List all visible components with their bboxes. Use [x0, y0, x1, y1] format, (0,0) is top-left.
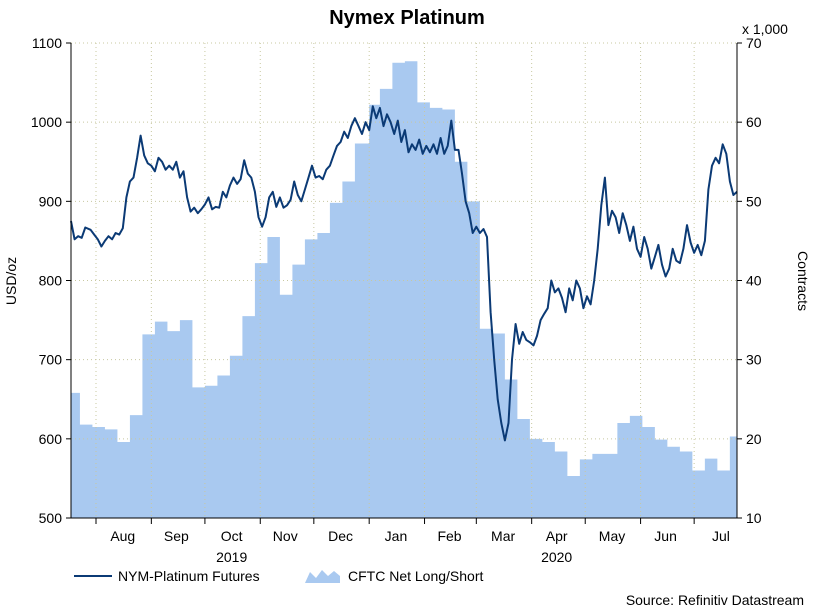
x-month-label: Feb [437, 528, 461, 544]
y-right-tick-label: 10 [746, 510, 762, 526]
cftc-net-area [71, 61, 737, 518]
y-left-tick-label: 800 [39, 273, 63, 289]
legend-label-platinum: NYM-Platinum Futures [118, 568, 260, 584]
y-right-tick-label: 70 [746, 35, 762, 51]
x-month-label: Jun [654, 528, 677, 544]
x-month-label: Sep [164, 528, 189, 544]
cftc-area-layer [71, 61, 737, 518]
x-month-label: Apr [546, 528, 568, 544]
x-year-label: 2020 [541, 549, 572, 565]
x-month-label: Oct [221, 528, 243, 544]
x-month-label: Jul [712, 528, 730, 544]
grid-lines [71, 42, 737, 518]
platinum-line-layer [70, 105, 738, 442]
x-month-label: Jan [385, 528, 408, 544]
chart-title: Nymex Platinum [329, 7, 485, 29]
y-axis-right-label: Contracts [795, 251, 811, 311]
y-left-tick-label: 900 [39, 193, 63, 209]
y-left-tick-label: 700 [39, 352, 63, 368]
y-right-tick-label: 20 [746, 431, 762, 447]
x-month-label: Dec [328, 528, 353, 544]
right-axis-multiplier: x 1,000 [742, 21, 788, 37]
y-right-tick-label: 40 [746, 273, 762, 289]
source-note: Source: Refinitiv Datastream [626, 592, 804, 608]
x-month-label: Aug [110, 528, 135, 544]
x-year-label: 2019 [216, 549, 247, 565]
axes [66, 42, 742, 524]
y-left-tick-label: 500 [39, 510, 63, 526]
x-month-label: Mar [491, 528, 515, 544]
legend-label-cftc: CFTC Net Long/Short [348, 568, 483, 584]
y-left-tick-label: 1100 [32, 35, 62, 51]
x-month-label: May [599, 528, 625, 544]
y-axis-left-label: USD/oz [3, 257, 19, 305]
legend-area-swatch [305, 570, 340, 583]
y-left-tick-label: 1000 [31, 114, 62, 130]
y-left-tick-label: 600 [39, 431, 63, 447]
legend: NYM-Platinum Futures CFTC Net Long/Short [74, 568, 483, 584]
y-right-tick-label: 60 [746, 114, 762, 130]
platinum-futures-line [70, 105, 738, 442]
y-right-tick-label: 30 [746, 352, 762, 368]
y-right-tick-label: 50 [746, 193, 762, 209]
tick-labels: 500 600 700 800 900 1000 1100 10 20 30 40 50 60 70 Aug… [31, 35, 762, 565]
x-month-label: Nov [273, 528, 298, 544]
